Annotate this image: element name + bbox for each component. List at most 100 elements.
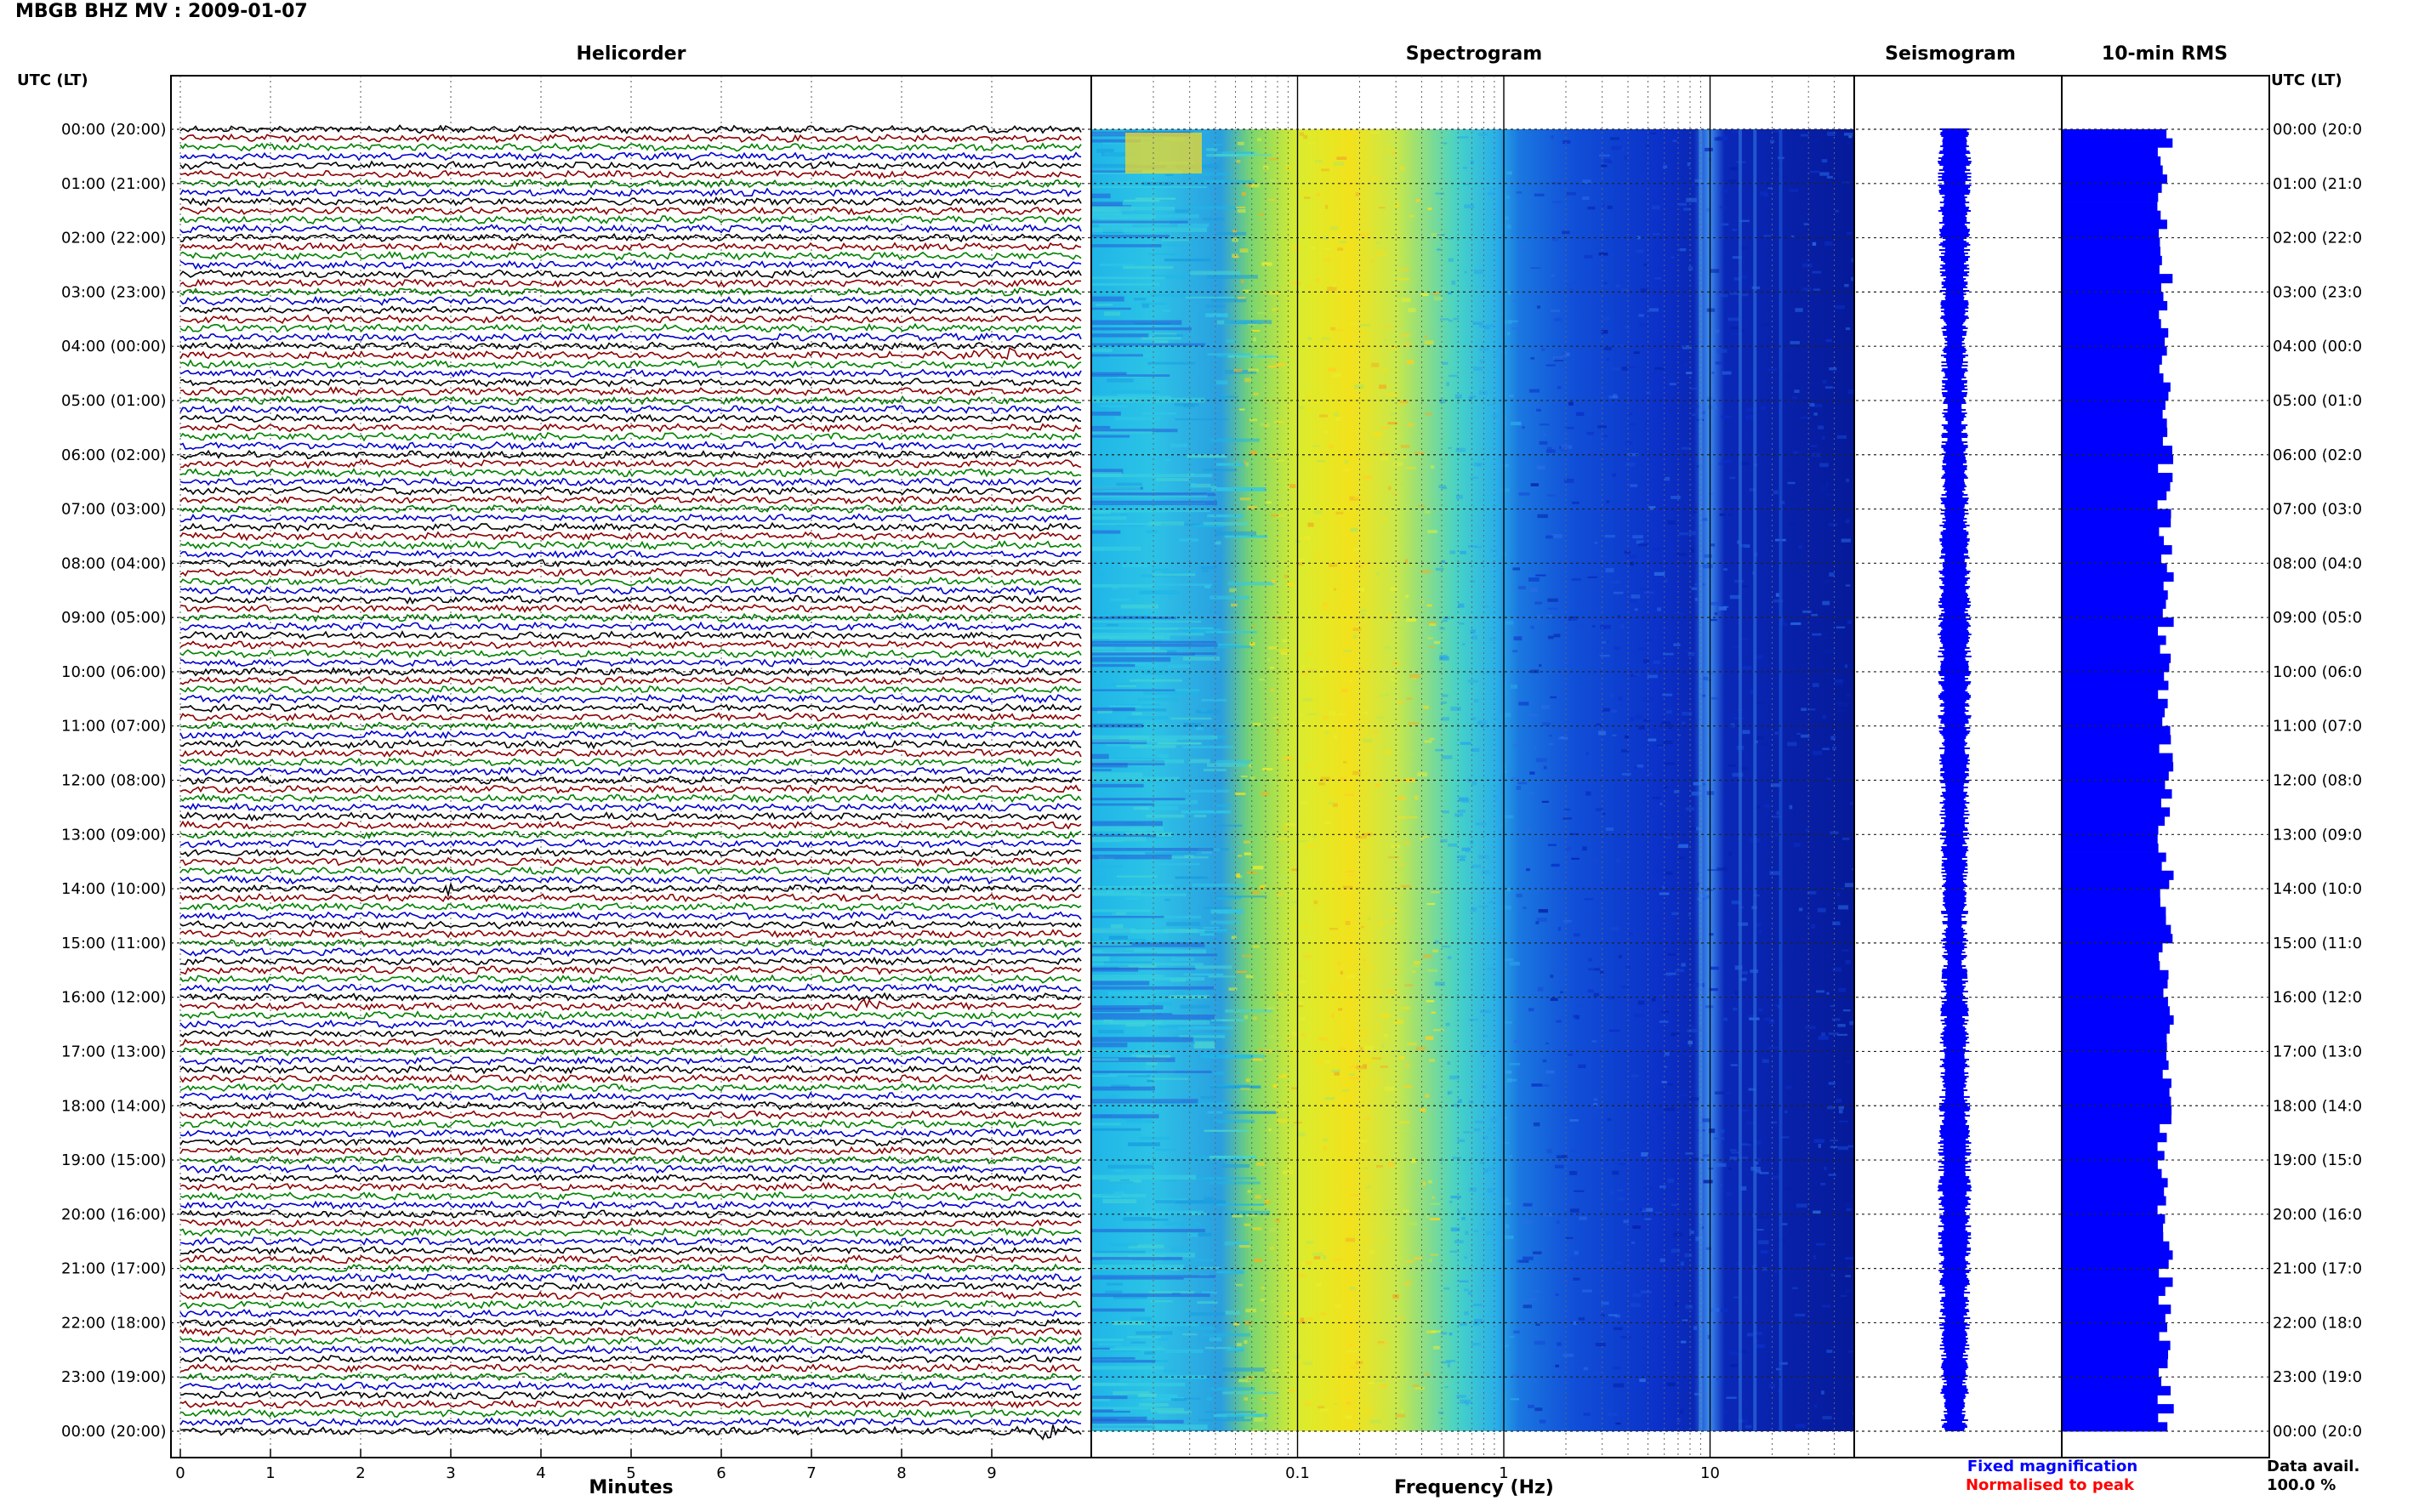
spectrogram-cell (1187, 1232, 1198, 1237)
spectrogram-cell (1433, 1029, 1444, 1032)
spectrogram-cell (1268, 1035, 1276, 1038)
spectrogram-cell (1297, 1132, 1306, 1137)
spectrogram-cell (1375, 991, 1382, 993)
spectrogram-cell (1753, 454, 1762, 457)
spectrogram-cell (1774, 731, 1779, 735)
spectrogram-cell (1114, 511, 1167, 514)
spectrogram-cell (1188, 1312, 1226, 1316)
spectrogram-cell (1245, 1308, 1256, 1313)
spectrogram-cell (1648, 308, 1659, 312)
spectrogram-cell (1816, 1242, 1825, 1246)
spectrogram-cell (1188, 173, 1231, 176)
spectrogram-cell (1528, 1008, 1534, 1012)
spectrogram-cell (1825, 339, 1832, 343)
spectrogram-cell (1555, 1364, 1559, 1367)
legend-fixed-magnification: Fixed magnification (1967, 1458, 2137, 1475)
helicorder-trace (179, 838, 1081, 849)
rms-bar (2062, 1404, 2174, 1414)
spectrogram-cell (1705, 147, 1713, 151)
spectrogram-cell (1209, 151, 1255, 154)
spectrogram-cell (1328, 367, 1336, 372)
spectrogram-cell (1469, 1100, 1474, 1104)
rms-bar (2062, 907, 2166, 917)
spectrogram-cell (1714, 612, 1718, 616)
spectrogram-cell (1091, 1058, 1119, 1061)
spectrogram-cell (1691, 587, 1698, 590)
spectrogram-cell (1415, 199, 1420, 202)
spectrogram-cell (1816, 990, 1825, 993)
spectrogram-cell (1653, 660, 1660, 664)
spectrogram-cell (1551, 135, 1554, 139)
spectrogram-cell (1473, 367, 1483, 371)
spectrogram-cell (1330, 327, 1336, 331)
spectrogram-cell (1091, 193, 1111, 199)
spectrogram-cell (1110, 924, 1124, 929)
spectrogram-cell (1523, 907, 1527, 909)
spectrogram-cell (1125, 948, 1145, 951)
helicorder-trace (179, 576, 1081, 587)
spectrogram-cell (1596, 1290, 1605, 1293)
spectrogram-cell (1392, 661, 1399, 666)
spectrogram-cell (1810, 1054, 1819, 1057)
spectrogram-cell (1729, 594, 1741, 600)
spectrogram-cell (1512, 1373, 1521, 1378)
spectrogram-cell (1700, 897, 1705, 901)
helicorder-trace (179, 1299, 1082, 1310)
spectrogram-cell (1291, 868, 1298, 872)
spectrogram-cell (1687, 1029, 1699, 1033)
time-label-left: 12:00 (08:00) (61, 772, 167, 790)
spectrogram-cell (1387, 1162, 1395, 1167)
spectrogram-cell (1636, 249, 1644, 253)
spectrogram-cell (1407, 1043, 1417, 1046)
panel-title-helicorder: Helicorder (577, 43, 686, 65)
spectrogram-cell (1091, 1123, 1121, 1126)
rms-bar (2062, 247, 2160, 257)
spectrogram-cell (1385, 750, 1393, 754)
spectrogram-cell (1500, 1197, 1509, 1202)
spectrogram-cell (1636, 236, 1641, 240)
helicorder-x-tick-label: 7 (806, 1464, 816, 1482)
spectrogram-cell (1193, 1044, 1215, 1049)
spectrogram-cell (1253, 1016, 1257, 1020)
spectrogram-cell (1166, 922, 1201, 926)
spectrogram-cell (1288, 1430, 1298, 1431)
spectrogram-cell (1091, 723, 1143, 728)
spectrogram-cell (1221, 1367, 1265, 1372)
spectrogram-cell (1091, 635, 1170, 640)
spectrogram-cell (1754, 736, 1765, 740)
spectrogram-cell (1631, 594, 1641, 599)
spectrogram-cell (1793, 948, 1804, 952)
spectrogram-cell (1448, 258, 1454, 262)
spectrogram-cell (1247, 505, 1258, 510)
spectrogram-cell (1297, 1001, 1303, 1004)
spectrogram-cell (1390, 587, 1397, 591)
spectrogram-cell (1301, 1033, 1306, 1037)
spectrogram-cell (1338, 1008, 1343, 1011)
spectrogram-cell (1422, 954, 1432, 958)
spectrogram-cell (1356, 1065, 1367, 1070)
spectrogram-cell (1458, 810, 1466, 813)
spectrogram-cell (1373, 1151, 1377, 1154)
spectrogram-cell (1204, 768, 1227, 772)
spectrogram-cell (1091, 283, 1160, 286)
spectrogram-cell (1574, 600, 1582, 605)
spectrogram-cell (1682, 1319, 1688, 1322)
spectrogram-cell (1207, 763, 1247, 767)
spectrogram-cell (1267, 198, 1275, 201)
spectrogram-cell (1261, 1287, 1265, 1289)
spectrogram-cell (1428, 1179, 1432, 1184)
spectrogram-cell (1845, 327, 1851, 331)
spectrogram-cell (1477, 463, 1481, 467)
helicorder-trace (179, 314, 1082, 324)
rms-bar (2062, 816, 2165, 827)
spectrogram-cell (1806, 298, 1809, 302)
spectrogram-cell (1642, 1208, 1653, 1212)
spectrogram-cell (1120, 604, 1158, 609)
time-label-right: 15:00 (11:0 (2273, 935, 2362, 952)
spectrogram-cell (1846, 478, 1849, 482)
spectrogram-cell (1821, 1032, 1825, 1037)
rms-bar (2062, 834, 2158, 844)
spectrogram-cell (1801, 708, 1807, 711)
helicorder-trace (179, 1118, 1082, 1129)
time-label-left: 18:00 (14:00) (61, 1097, 167, 1115)
